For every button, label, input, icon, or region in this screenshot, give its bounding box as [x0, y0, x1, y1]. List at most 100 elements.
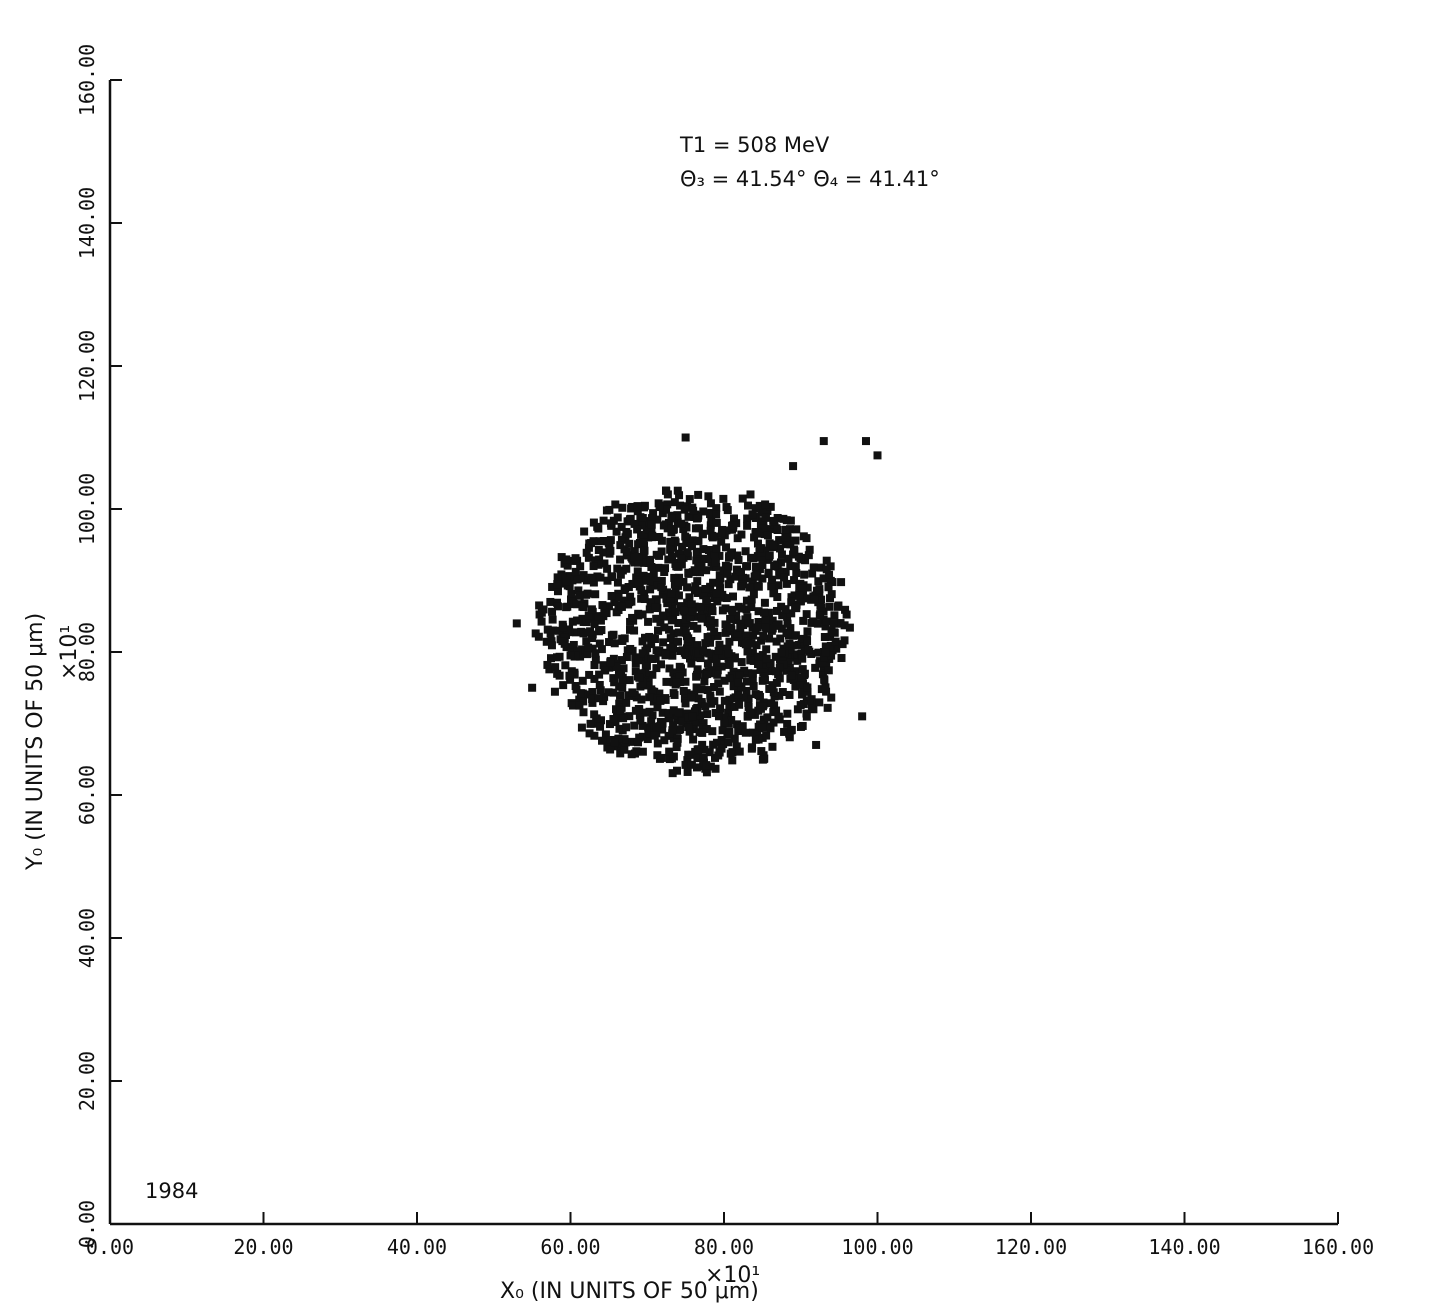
- data-point: [820, 675, 829, 684]
- data-point: [606, 745, 615, 754]
- data-point: [724, 580, 733, 589]
- data-point: [692, 556, 701, 565]
- data-point: [798, 584, 807, 593]
- corner-label: 1984: [145, 1179, 198, 1203]
- data-point: [626, 617, 635, 626]
- data-point: [563, 627, 572, 636]
- data-point: [689, 735, 698, 744]
- data-point: [638, 649, 647, 658]
- data-point: [783, 719, 792, 728]
- data-point: [554, 626, 563, 635]
- data-point: [571, 554, 580, 563]
- data-point: [646, 585, 655, 594]
- data-point: [684, 634, 693, 643]
- data-point: [606, 658, 615, 667]
- data-point: [512, 619, 521, 628]
- data-point: [674, 591, 683, 600]
- data-point: [701, 639, 710, 648]
- data-point: [764, 608, 773, 617]
- data-point: [675, 491, 684, 500]
- data-point: [822, 687, 831, 696]
- data-point: [623, 529, 632, 538]
- data-point: [590, 710, 599, 719]
- data-point: [596, 716, 605, 725]
- data-point: [770, 561, 779, 570]
- data-point: [657, 583, 666, 592]
- data-point: [633, 507, 642, 516]
- data-point: [705, 748, 714, 757]
- data-point: [690, 717, 699, 726]
- data-point: [578, 676, 587, 685]
- data-point: [752, 641, 761, 650]
- data-point: [822, 565, 831, 574]
- data-point: [745, 583, 754, 592]
- data-point: [737, 567, 746, 576]
- data-point: [733, 629, 742, 638]
- data-point: [725, 637, 734, 646]
- data-point: [615, 699, 624, 708]
- data-point: [639, 551, 648, 560]
- data-point: [672, 678, 681, 687]
- data-point: [632, 747, 641, 756]
- data-point: [612, 662, 621, 671]
- data-point: [706, 582, 715, 591]
- data-point: [765, 663, 774, 672]
- data-point: [626, 592, 635, 601]
- data-point: [753, 529, 762, 538]
- data-point: [598, 601, 607, 610]
- data-point: [553, 580, 562, 589]
- data-point: [803, 637, 812, 646]
- data-point: [825, 570, 834, 579]
- data-point: [681, 677, 690, 686]
- data-point: [625, 625, 634, 634]
- data-point: [606, 519, 615, 528]
- data-point: [612, 705, 621, 714]
- data-point: [609, 714, 618, 723]
- data-point: [710, 697, 719, 706]
- data-point: [586, 627, 595, 636]
- data-point: [674, 578, 683, 587]
- data-point: [666, 643, 675, 652]
- data-point: [674, 708, 683, 717]
- data-point: [677, 560, 686, 569]
- data-point: [625, 676, 634, 685]
- data-point: [748, 743, 757, 752]
- data-point: [702, 768, 711, 777]
- data-point: [631, 706, 640, 715]
- data-point: [742, 605, 751, 614]
- data-point: [735, 747, 744, 756]
- data-point: [599, 661, 608, 670]
- data-point: [799, 616, 808, 625]
- data-point: [710, 627, 719, 636]
- data-point: [817, 563, 826, 572]
- data-point: [645, 605, 654, 614]
- data-point: [638, 679, 647, 688]
- data-point: [620, 634, 629, 643]
- data-point: [809, 617, 818, 626]
- data-point: [777, 624, 786, 633]
- data-point: [699, 646, 708, 655]
- data-point: [727, 716, 736, 725]
- data-point: [823, 703, 832, 712]
- data-point: [674, 725, 683, 734]
- data-point: [790, 576, 799, 585]
- data-point: [687, 542, 696, 551]
- data-point: [685, 641, 694, 650]
- data-point: [634, 609, 643, 618]
- x-tick-label: 140.00: [1148, 1235, 1220, 1259]
- data-point: [723, 644, 732, 653]
- data-point: [785, 690, 794, 699]
- data-point: [753, 623, 762, 632]
- data-point: [694, 490, 703, 499]
- data-point: [743, 562, 752, 571]
- data-point: [709, 578, 718, 587]
- data-point: [641, 673, 650, 682]
- data-point: [766, 684, 775, 693]
- data-point: [565, 671, 574, 680]
- data-point: [809, 563, 818, 572]
- data-point: [625, 539, 634, 548]
- data-point: [673, 486, 682, 495]
- data-point: [647, 640, 656, 649]
- data-point: [652, 722, 661, 731]
- data-point: [589, 562, 598, 571]
